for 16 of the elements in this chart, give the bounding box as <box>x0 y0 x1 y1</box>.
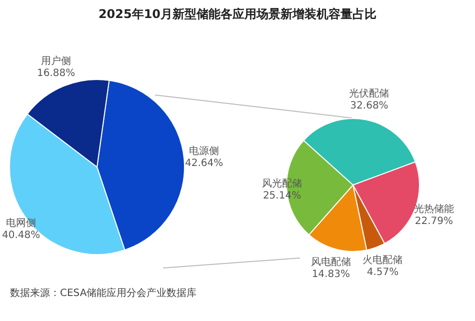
slice-label: 火电配储 <box>362 254 403 266</box>
slice-label: 电源侧 <box>189 144 220 157</box>
slice-label: 风电配储 <box>310 256 351 268</box>
chart-title: 2025年10月新型储能各应用场景新增装机容量占比 <box>97 6 378 23</box>
slice-label: 风光配储 <box>262 177 302 190</box>
data-label: 42.64% <box>184 158 224 169</box>
data-label: 32.68% <box>350 100 388 112</box>
data-label: 4.57% <box>366 266 399 278</box>
data-label: 40.48% <box>2 230 40 242</box>
source-note: 数据来源：CESA储能应用分会产业数据库 <box>10 286 197 300</box>
data-label: 14.83% <box>312 269 350 280</box>
slice-label: 光伏配储 <box>349 88 390 100</box>
data-label: 16.88% <box>36 68 76 80</box>
data-label: 22.79% <box>414 216 454 228</box>
slice-label: 光热储能 <box>414 203 454 216</box>
slice-label: 用户侧 <box>41 55 72 68</box>
